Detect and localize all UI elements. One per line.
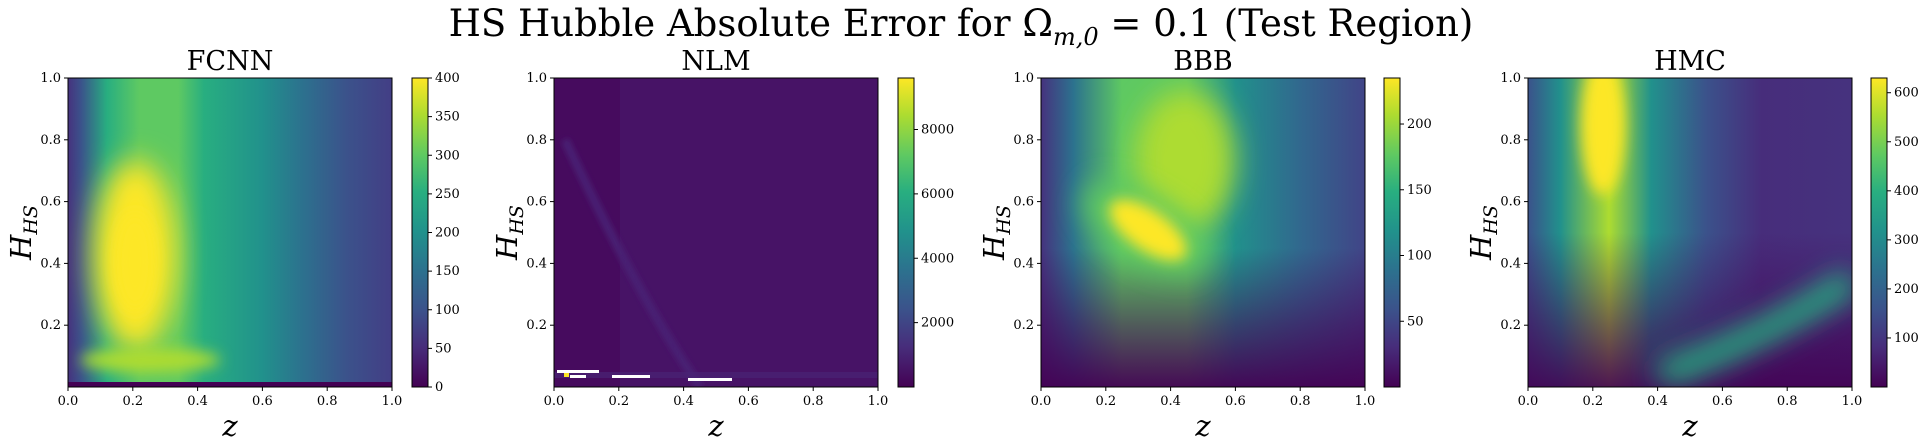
colorbar-tick-label: 100 (1894, 331, 1919, 346)
colorbar-tick-label: 200 (1407, 117, 1432, 132)
x-tick-label: 0.8 (317, 394, 338, 409)
axes-hmc: 0.0 0.2 0.4 0.6 0.8 1.0 0.2 0.4 0.6 0.8 1.0 z HHS 100… (1464, 71, 1919, 443)
panel-bbb: BBB (1040, 46, 1366, 388)
x-tick-label: 0.4 (1160, 394, 1181, 409)
colorbar-tick-label: 250 (435, 187, 460, 202)
y-tick-label: 1.0 (1500, 71, 1521, 86)
heatmap-bbb (1041, 78, 1365, 387)
panel-nlm: NLM (553, 46, 879, 388)
y-tick-label: 0.8 (1013, 133, 1034, 148)
y-axis-label: HHS (1464, 205, 1502, 261)
colorbar-tick-label: 150 (1407, 183, 1432, 198)
x-tick-label: 0.2 (1582, 394, 1603, 409)
y-tick-label: 0.2 (1500, 318, 1521, 333)
x-tick-label: 0.6 (738, 394, 759, 409)
x-axis-label: z (707, 409, 724, 443)
y-tick-label: 0.4 (1500, 256, 1521, 271)
heatmap-fcnn (68, 78, 392, 387)
panel-title: HMC (1654, 46, 1726, 77)
axes-layer: 0.0 0.2 0.4 0.6 0.8 1.0 0.2 0.4 0.6 0.8 1.0 z HHS 0 50… (4, 71, 1919, 443)
y-axis-label: HHS (490, 205, 528, 261)
colorbar-tick-label: 200 (435, 226, 460, 241)
x-tick-label: 0.6 (252, 394, 273, 409)
panel-title: BBB (1173, 46, 1233, 77)
x-tick-label: 0.0 (1031, 394, 1052, 409)
colorbar-tick-label: 50 (1407, 314, 1424, 329)
axes-bbb: 0.0 0.2 0.4 0.6 0.8 1.0 0.2 0.4 0.6 0.8 1.0 z HHS 50 1… (977, 71, 1432, 443)
panel-hmc: HMC (1527, 46, 1853, 388)
x-tick-label: 0.0 (58, 394, 79, 409)
colorbar-tick-label: 100 (1407, 249, 1432, 264)
heatmap-nlm (554, 78, 878, 387)
x-tick-label: 0.8 (803, 394, 824, 409)
colorbar-tick-label: 300 (435, 148, 460, 163)
x-tick-label: 0.2 (1095, 394, 1116, 409)
axes-fcnn: 0.0 0.2 0.4 0.6 0.8 1.0 0.2 0.4 0.6 0.8 1.0 z HHS 0 50… (4, 71, 460, 443)
y-tick-label: 0.6 (40, 195, 61, 210)
y-tick-label: 0.2 (526, 318, 547, 333)
colorbar-tick-label: 500 (1894, 135, 1919, 150)
colorbar (897, 77, 915, 388)
colorbar (1870, 77, 1888, 388)
y-tick-label: 0.6 (1500, 195, 1521, 210)
heatmap-hmc (1528, 78, 1852, 387)
y-tick-label: 0.6 (1013, 195, 1034, 210)
x-tick-label: 0.8 (1290, 394, 1311, 409)
colorbar-tick-label: 4000 (921, 251, 954, 266)
y-tick-label: 0.4 (526, 256, 547, 271)
panel-title: NLM (681, 46, 750, 77)
colorbar-tick-label: 50 (435, 341, 452, 356)
y-tick-label: 0.4 (1013, 256, 1034, 271)
colorbar-tick-label: 400 (435, 71, 460, 86)
y-tick-label: 1.0 (526, 71, 547, 86)
y-tick-label: 0.6 (526, 195, 547, 210)
x-axis-label: z (1681, 409, 1698, 443)
colorbar-tick-label: 350 (435, 110, 460, 125)
colorbar-tick-label: 100 (435, 303, 460, 318)
y-tick-label: 1.0 (40, 71, 61, 86)
figure-title: HS Hubble Absolute Error for Ωm,0 = 0.1 … (449, 2, 1474, 51)
axes-nlm: 0.0 0.2 0.4 0.6 0.8 1.0 0.2 0.4 0.6 0.8 1.0 z HHS 200… (490, 71, 954, 443)
colorbar-tick-label: 200 (1894, 282, 1919, 297)
x-tick-label: 0.4 (187, 394, 208, 409)
colorbar-tick-label: 600 (1894, 86, 1919, 101)
x-tick-label: 0.0 (1518, 394, 1539, 409)
y-tick-label: 1.0 (1013, 71, 1034, 86)
y-axis-label: HHS (4, 205, 42, 261)
colorbar-tick-label: 6000 (921, 187, 954, 202)
x-tick-label: 0.6 (1712, 394, 1733, 409)
x-tick-label: 0.2 (122, 394, 143, 409)
x-tick-label: 1.0 (868, 394, 889, 409)
x-tick-label: 1.0 (1355, 394, 1376, 409)
colorbar (411, 77, 429, 388)
colorbar (1383, 77, 1401, 388)
y-tick-label: 0.2 (40, 318, 61, 333)
x-tick-label: 1.0 (382, 394, 403, 409)
y-tick-label: 0.8 (526, 133, 547, 148)
x-tick-label: 0.4 (1647, 394, 1668, 409)
colorbar-tick-label: 400 (1894, 184, 1919, 199)
colorbar-tick-label: 150 (435, 264, 460, 279)
y-tick-label: 0.8 (1500, 133, 1521, 148)
colorbar-tick-label: 300 (1894, 233, 1919, 248)
panel-fcnn: FCNN (67, 46, 393, 388)
y-tick-label: 0.2 (1013, 318, 1034, 333)
x-tick-label: 1.0 (1842, 394, 1863, 409)
x-tick-label: 0.2 (608, 394, 629, 409)
x-tick-label: 0.0 (544, 394, 565, 409)
x-axis-label: z (1194, 409, 1211, 443)
y-tick-label: 0.8 (40, 133, 61, 148)
y-tick-label: 0.4 (40, 256, 61, 271)
y-axis-label: HHS (977, 205, 1015, 261)
x-axis-label: z (221, 409, 238, 443)
colorbar-tick-label: 8000 (921, 123, 954, 138)
x-tick-label: 0.8 (1777, 394, 1798, 409)
x-tick-label: 0.4 (673, 394, 694, 409)
x-tick-label: 0.6 (1225, 394, 1246, 409)
colorbar-tick-label: 0 (435, 380, 443, 395)
colorbar-tick-label: 2000 (921, 316, 954, 331)
panel-title: FCNN (187, 46, 274, 77)
